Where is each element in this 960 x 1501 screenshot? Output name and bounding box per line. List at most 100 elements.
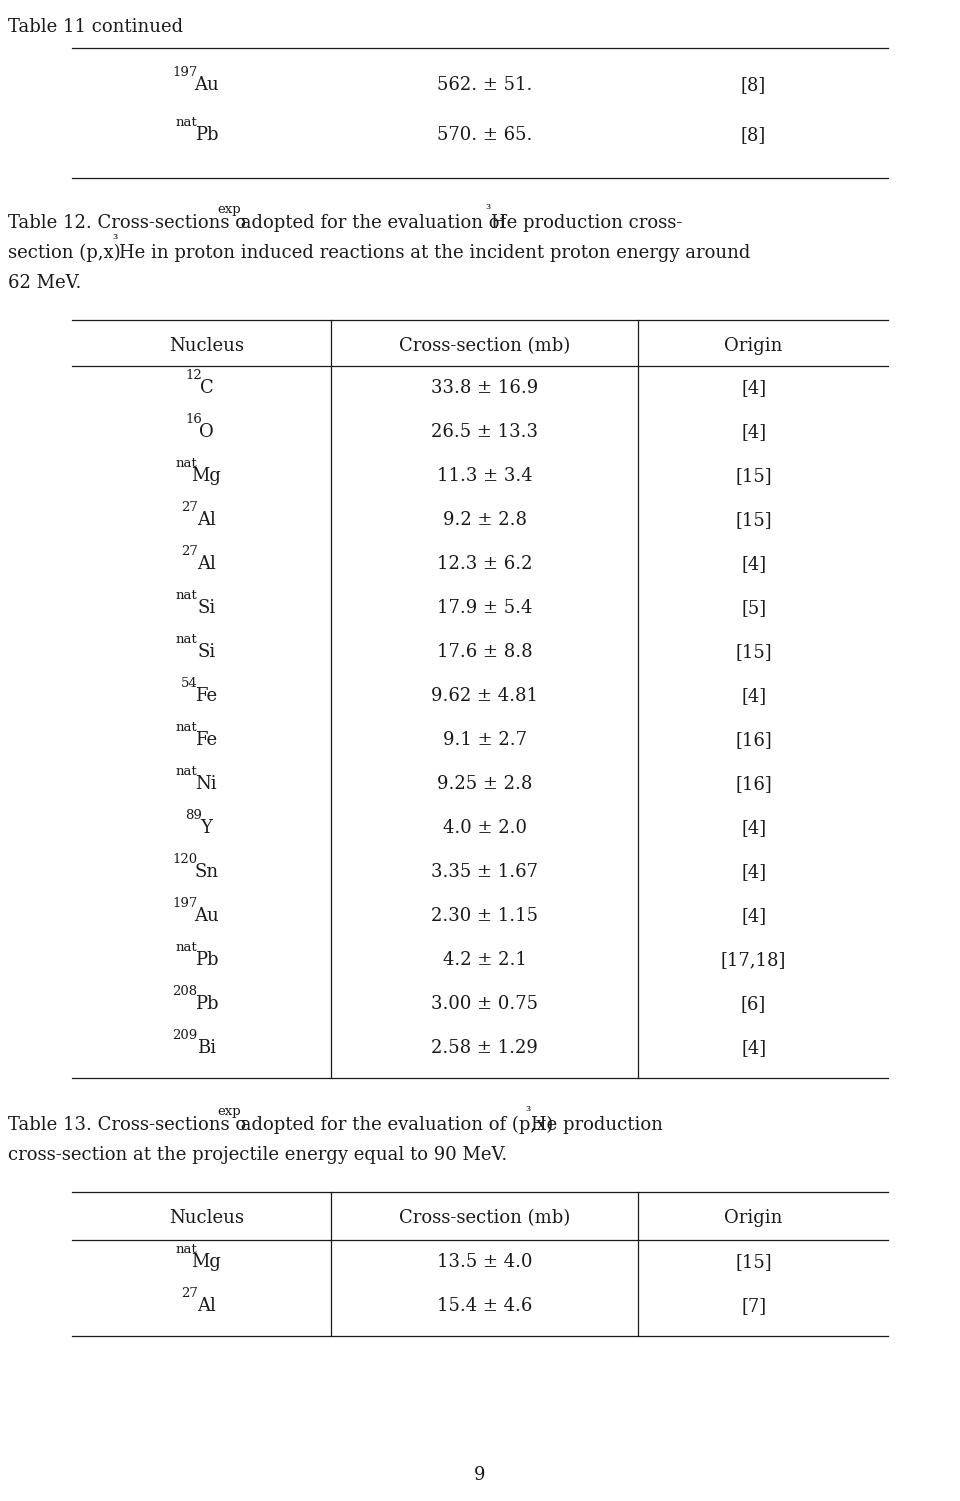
Text: Si: Si	[197, 599, 216, 617]
Text: [4]: [4]	[741, 907, 766, 925]
Text: 4.0 ± 2.0: 4.0 ± 2.0	[443, 820, 527, 838]
Text: [6]: [6]	[741, 995, 766, 1013]
Text: Sn: Sn	[194, 863, 219, 881]
Text: 9.2 ± 2.8: 9.2 ± 2.8	[443, 510, 527, 528]
Text: 9.1 ± 2.7: 9.1 ± 2.7	[443, 731, 527, 749]
Text: nat: nat	[176, 941, 198, 955]
Text: Al: Al	[197, 510, 216, 528]
Text: [15]: [15]	[735, 467, 772, 485]
Text: adopted for the evaluation of (p,x): adopted for the evaluation of (p,x)	[235, 1115, 554, 1133]
Text: Nucleus: Nucleus	[169, 1208, 244, 1226]
Text: Table 11 continued: Table 11 continued	[8, 18, 183, 36]
Text: Table 13. Cross-sections σ: Table 13. Cross-sections σ	[8, 1117, 248, 1133]
Text: ³: ³	[525, 1105, 531, 1118]
Text: nat: nat	[176, 633, 198, 647]
Text: [15]: [15]	[735, 1253, 772, 1271]
Text: [16]: [16]	[735, 731, 772, 749]
Text: 562. ± 51.: 562. ± 51.	[437, 77, 533, 95]
Text: [4]: [4]	[741, 1039, 766, 1057]
Text: cross-section at the projectile energy equal to 90 MeV.: cross-section at the projectile energy e…	[8, 1145, 507, 1163]
Text: [4]: [4]	[741, 423, 766, 441]
Text: [8]: [8]	[741, 126, 766, 144]
Text: [7]: [7]	[741, 1297, 766, 1315]
Text: Al: Al	[197, 555, 216, 573]
Text: section (p,x): section (p,x)	[8, 243, 121, 263]
Text: Nucleus: Nucleus	[169, 338, 244, 356]
Text: 11.3 ± 3.4: 11.3 ± 3.4	[437, 467, 533, 485]
Text: [4]: [4]	[741, 863, 766, 881]
Text: Al: Al	[197, 1297, 216, 1315]
Text: exp: exp	[218, 203, 241, 216]
Text: ³: ³	[485, 203, 491, 216]
Text: 570. ± 65.: 570. ± 65.	[437, 126, 533, 144]
Text: 13.5 ± 4.0: 13.5 ± 4.0	[437, 1253, 533, 1271]
Text: 54: 54	[180, 677, 198, 690]
Text: nat: nat	[176, 590, 198, 602]
Text: Fe: Fe	[195, 687, 218, 705]
Text: 2.30 ± 1.15: 2.30 ± 1.15	[431, 907, 539, 925]
Text: C: C	[200, 378, 213, 396]
Text: 27: 27	[180, 545, 198, 558]
Text: 9.62 ± 4.81: 9.62 ± 4.81	[431, 687, 539, 705]
Text: 27: 27	[180, 501, 198, 515]
Text: 197: 197	[172, 898, 198, 911]
Text: Au: Au	[194, 907, 219, 925]
Text: nat: nat	[176, 117, 198, 129]
Text: [16]: [16]	[735, 775, 772, 793]
Text: [4]: [4]	[741, 555, 766, 573]
Text: Origin: Origin	[725, 1208, 782, 1226]
Text: nat: nat	[176, 458, 198, 470]
Text: Pb: Pb	[195, 126, 218, 144]
Text: 62 MeV.: 62 MeV.	[8, 275, 82, 293]
Text: Au: Au	[194, 77, 219, 95]
Text: Pb: Pb	[195, 995, 218, 1013]
Text: [15]: [15]	[735, 510, 772, 528]
Text: [4]: [4]	[741, 687, 766, 705]
Text: 197: 197	[172, 66, 198, 80]
Text: 3.00 ± 0.75: 3.00 ± 0.75	[431, 995, 539, 1013]
Text: adopted for the evaluation of: adopted for the evaluation of	[235, 215, 512, 233]
Text: 12.3 ± 6.2: 12.3 ± 6.2	[437, 555, 533, 573]
Text: Ni: Ni	[196, 775, 217, 793]
Text: nat: nat	[176, 722, 198, 734]
Text: 3.35 ± 1.67: 3.35 ± 1.67	[431, 863, 539, 881]
Text: Mg: Mg	[191, 467, 222, 485]
Text: Cross-section (mb): Cross-section (mb)	[399, 338, 570, 356]
Text: nat: nat	[176, 766, 198, 779]
Text: [8]: [8]	[741, 77, 766, 95]
Text: He production: He production	[531, 1117, 663, 1133]
Text: 26.5 ± 13.3: 26.5 ± 13.3	[431, 423, 539, 441]
Text: 15.4 ± 4.6: 15.4 ± 4.6	[437, 1297, 533, 1315]
Text: 208: 208	[173, 986, 198, 998]
Text: [15]: [15]	[735, 642, 772, 660]
Text: Origin: Origin	[725, 338, 782, 356]
Text: 16: 16	[185, 413, 202, 426]
Text: 120: 120	[173, 854, 198, 866]
Text: Si: Si	[197, 642, 216, 660]
Text: Bi: Bi	[197, 1039, 216, 1057]
Text: [4]: [4]	[741, 378, 766, 396]
Text: 12: 12	[185, 369, 202, 383]
Text: 33.8 ± 16.9: 33.8 ± 16.9	[431, 378, 539, 396]
Text: Y: Y	[201, 820, 212, 838]
Text: 89: 89	[185, 809, 202, 823]
Text: 9.25 ± 2.8: 9.25 ± 2.8	[437, 775, 533, 793]
Text: He production cross-: He production cross-	[491, 215, 683, 233]
Text: 4.2 ± 2.1: 4.2 ± 2.1	[443, 952, 527, 970]
Text: 17.9 ± 5.4: 17.9 ± 5.4	[437, 599, 533, 617]
Text: 209: 209	[172, 1030, 198, 1043]
Text: Table 12. Cross-sections σ: Table 12. Cross-sections σ	[8, 215, 248, 233]
Text: Pb: Pb	[195, 952, 218, 970]
Text: ³: ³	[112, 233, 118, 246]
Text: 2.58 ± 1.29: 2.58 ± 1.29	[431, 1039, 539, 1057]
Text: exp: exp	[218, 1105, 241, 1118]
Text: Mg: Mg	[191, 1253, 222, 1271]
Text: 9: 9	[474, 1466, 486, 1484]
Text: 27: 27	[180, 1288, 198, 1300]
Text: He in proton induced reactions at the incident proton energy around: He in proton induced reactions at the in…	[119, 245, 750, 263]
Text: Cross-section (mb): Cross-section (mb)	[399, 1208, 570, 1226]
Text: [4]: [4]	[741, 820, 766, 838]
Text: [5]: [5]	[741, 599, 766, 617]
Text: [17,18]: [17,18]	[721, 952, 786, 970]
Text: 17.6 ± 8.8: 17.6 ± 8.8	[437, 642, 533, 660]
